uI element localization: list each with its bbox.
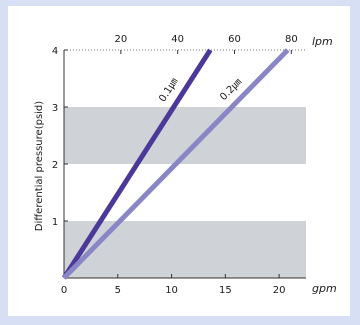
y-axis-ticks: 1 2 3 4 bbox=[52, 46, 68, 228]
series-labels: 0.1㎛ 0.2㎛ bbox=[157, 76, 244, 104]
series-line bbox=[62, 48, 290, 280]
y-tick-label: 2 bbox=[52, 160, 58, 171]
x-tick-label: 0 bbox=[61, 285, 67, 296]
y-tick-label: 1 bbox=[52, 217, 58, 228]
shaded-band bbox=[64, 221, 306, 278]
x-axis-label: gpm bbox=[312, 282, 337, 295]
top-x-tick-label: 80 bbox=[285, 34, 298, 45]
top-x-axis-label: lpm bbox=[312, 35, 333, 48]
x-tick-label: 15 bbox=[219, 285, 232, 296]
top-x-tick-label: 40 bbox=[171, 34, 184, 45]
x-axis-ticks: 0 5 10 15 20 bbox=[61, 274, 286, 296]
top-x-tick-label: 60 bbox=[228, 34, 241, 45]
series-line bbox=[61, 48, 213, 280]
y-tick-label: 4 bbox=[52, 46, 58, 57]
x-tick-label: 20 bbox=[273, 285, 286, 296]
shaded-bands bbox=[64, 107, 306, 278]
top-x-axis-ticks: 20 40 60 80 bbox=[114, 34, 298, 54]
y-axis-label: Differential pressure(psid) bbox=[34, 101, 45, 231]
series-lines bbox=[61, 48, 290, 280]
x-tick-label: 5 bbox=[115, 285, 121, 296]
top-x-tick-label: 20 bbox=[114, 34, 127, 45]
y-tick-label: 3 bbox=[52, 103, 58, 114]
x-tick-label: 10 bbox=[165, 285, 178, 296]
